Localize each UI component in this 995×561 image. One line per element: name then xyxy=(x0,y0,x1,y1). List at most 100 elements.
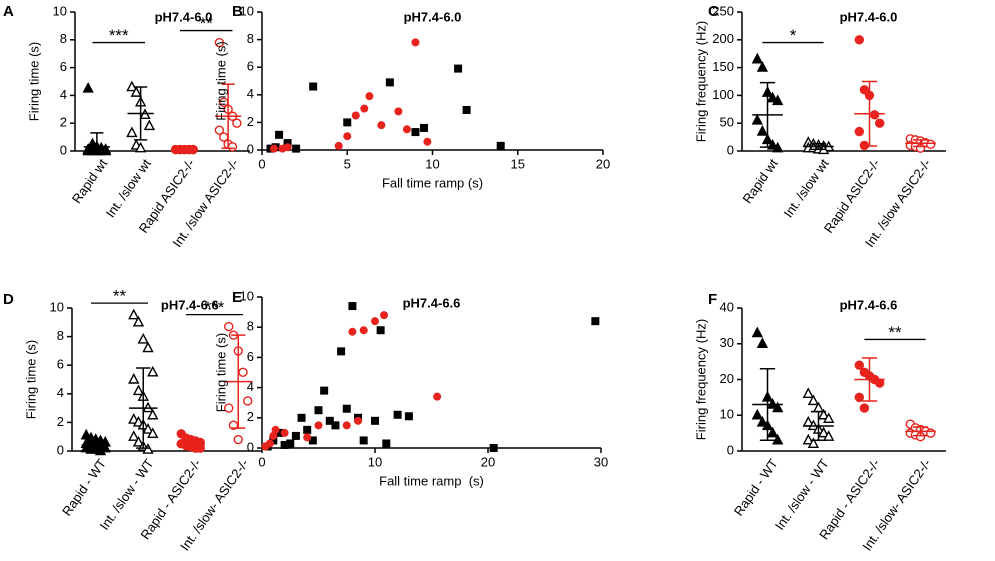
scatter-point xyxy=(292,144,301,153)
x-axis-label: Fall time ramp (s) xyxy=(379,473,484,488)
sd-error-bar xyxy=(912,426,929,437)
y-tick-label: 2 xyxy=(247,409,254,424)
scatter-point xyxy=(286,439,295,448)
data-point xyxy=(143,119,156,131)
data-point xyxy=(214,125,225,135)
data-point xyxy=(854,35,864,45)
y-axis-label: Firing frequency (Hz) xyxy=(693,21,708,142)
data-point xyxy=(756,125,769,136)
data-point xyxy=(823,412,835,424)
x-tick-label: 0 xyxy=(258,454,265,469)
scatter-point xyxy=(371,317,379,326)
y-tick-label: 0 xyxy=(60,142,67,157)
x-tick-label: 0 xyxy=(258,156,265,171)
data-point xyxy=(875,118,885,128)
data-point xyxy=(859,403,870,413)
scatter-point xyxy=(334,141,343,150)
data-point xyxy=(128,373,140,384)
y-tick-label: 10 xyxy=(240,288,254,303)
scatter-point xyxy=(354,416,363,425)
x-tick-label: 15 xyxy=(511,156,525,171)
y-tick-label: 10 xyxy=(240,3,254,18)
x-tick-label: 30 xyxy=(594,454,608,469)
data-point xyxy=(817,408,830,420)
x-tick-label: 20 xyxy=(481,454,495,469)
scatter-point xyxy=(454,64,463,73)
y-axis-label: Firing time (s) xyxy=(213,41,228,120)
sd-error-bar xyxy=(231,334,246,429)
y-tick-label: 0 xyxy=(727,142,734,157)
significance-label: ** xyxy=(113,287,127,306)
x-tick-label: 10 xyxy=(425,156,439,171)
data-point xyxy=(823,430,835,441)
y-tick-label: 10 xyxy=(50,299,64,314)
y-tick-label: 6 xyxy=(247,349,254,364)
scatter-point xyxy=(331,421,340,430)
x-tick-label: Rapid wt xyxy=(739,156,781,206)
data-point xyxy=(232,118,242,128)
data-point xyxy=(859,85,870,95)
significance-label: * xyxy=(790,26,797,45)
data-point xyxy=(766,426,779,438)
scatter-point xyxy=(385,78,394,87)
scatter-point xyxy=(382,439,391,448)
data-point xyxy=(807,394,820,406)
y-tick-label: 0 xyxy=(247,439,254,454)
y-tick-label: 100 xyxy=(712,87,734,102)
scatter-point xyxy=(489,444,498,452)
sd-error-bar xyxy=(912,139,929,148)
scatter-point xyxy=(462,105,471,114)
scatter-point xyxy=(376,326,385,335)
y-tick-label: 2 xyxy=(57,414,64,429)
data-point xyxy=(817,426,830,438)
scatter-point xyxy=(269,144,278,153)
y-tick-label: 8 xyxy=(247,31,254,46)
data-point xyxy=(238,367,248,378)
scatter-point xyxy=(271,425,280,434)
scatter-point xyxy=(291,431,300,440)
data-point xyxy=(854,126,864,137)
sd-error-bar xyxy=(759,368,776,442)
data-point xyxy=(195,443,205,453)
scatter-point xyxy=(348,327,357,336)
y-tick-label: 6 xyxy=(247,59,254,74)
sd-error-bar xyxy=(183,438,198,451)
scatter-point xyxy=(371,416,379,425)
y-tick-label: 20 xyxy=(720,371,734,386)
data-point xyxy=(751,52,763,64)
data-point xyxy=(756,61,769,72)
sd-error-bar xyxy=(810,143,827,151)
scatter-point xyxy=(320,386,329,395)
scatter-point xyxy=(275,130,284,139)
scatter-point xyxy=(325,416,334,425)
y-tick-label: 2 xyxy=(60,115,67,130)
y-tick-label: 0 xyxy=(727,442,734,457)
scatter-point xyxy=(351,111,360,120)
data-point xyxy=(751,326,763,338)
y-tick-label: 6 xyxy=(60,59,67,74)
y-tick-label: 40 xyxy=(720,299,734,314)
y-tick-label: 250 xyxy=(712,3,734,18)
panel-title: pH7.4-6.0 xyxy=(404,9,462,24)
sd-error-bar xyxy=(810,410,827,442)
sd-error-bar xyxy=(221,83,235,149)
panel-label: A xyxy=(3,3,14,20)
data-point xyxy=(751,408,763,420)
data-point xyxy=(869,110,880,120)
scatter-point xyxy=(297,413,306,422)
x-tick-label: Rapid wt xyxy=(69,156,111,206)
scatter-point xyxy=(359,436,368,445)
data-point xyxy=(147,365,159,377)
y-axis-label: Firing frequency (Hz) xyxy=(693,319,708,440)
scatter-point xyxy=(308,436,317,445)
scatter-point xyxy=(591,317,600,326)
significance-label: *** xyxy=(109,26,129,45)
scatter-point xyxy=(303,425,312,434)
data-point xyxy=(854,392,864,403)
x-tick-label: Int. /slow wt xyxy=(781,156,832,221)
scatter-point xyxy=(423,137,432,146)
scatter-point xyxy=(269,436,278,445)
sd-error-bar xyxy=(90,132,104,152)
